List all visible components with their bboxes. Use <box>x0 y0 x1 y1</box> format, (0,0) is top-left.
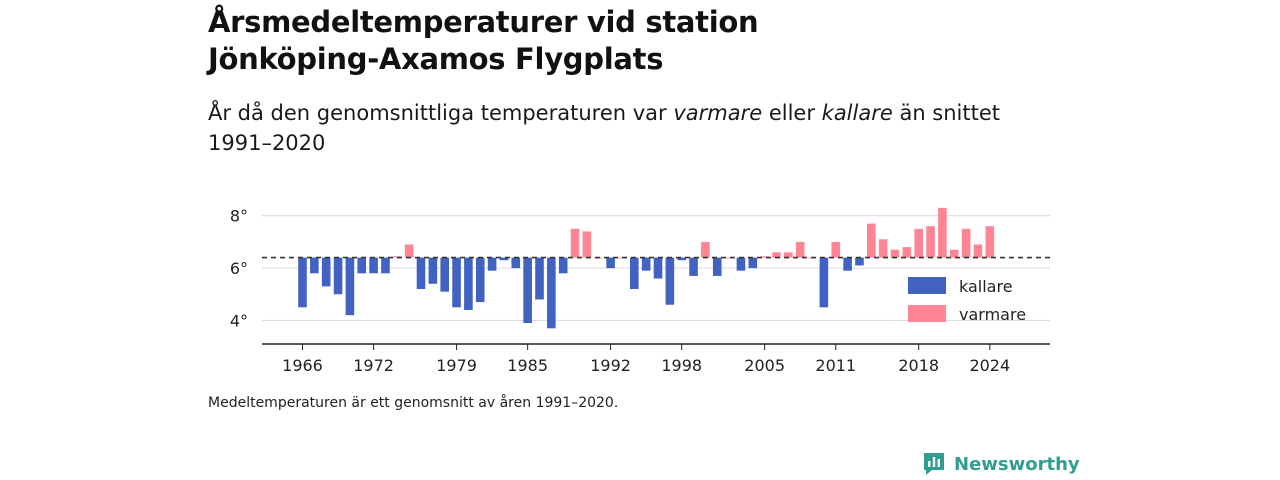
x-tick-label: 2018 <box>898 356 939 375</box>
x-tick-label: 2005 <box>744 356 785 375</box>
bar-1990 <box>582 231 592 258</box>
bar-2005 <box>760 256 769 258</box>
x-tick-label: 2024 <box>969 356 1010 375</box>
x-tick-label: 1998 <box>661 356 702 375</box>
bar-2021 <box>949 249 959 258</box>
bar-2000 <box>701 241 710 258</box>
bar-1994 <box>630 257 639 290</box>
bar-2011 <box>831 241 841 258</box>
x-tick-label: 1966 <box>282 356 323 375</box>
chart-title: Årsmedeltemperaturer vid station Jönköpi… <box>208 4 908 78</box>
bar-1972 <box>369 257 378 274</box>
chart-subtitle: År då den genomsnittliga temperaturen va… <box>208 98 1028 158</box>
subtitle-text-2: eller <box>762 101 822 125</box>
bar-1977 <box>428 257 438 284</box>
bar-1978 <box>440 257 449 292</box>
bar-1999 <box>689 257 698 276</box>
bar-1966 <box>298 257 307 308</box>
legend-swatch-warmer <box>908 305 946 322</box>
bar-2012 <box>843 257 852 271</box>
legend-swatch-colder <box>908 277 946 294</box>
bar-2022 <box>961 228 971 258</box>
bar-1992 <box>606 257 615 269</box>
bar-1979 <box>452 257 461 308</box>
bar-1982 <box>487 257 497 271</box>
bar-1998 <box>677 257 686 261</box>
x-tick-label: 1985 <box>507 356 548 375</box>
y-tick-label: 8° <box>230 207 248 226</box>
bar-1985 <box>523 257 532 324</box>
bar-1988 <box>558 257 568 274</box>
x-tick-label: 2011 <box>815 356 856 375</box>
bar-1997 <box>665 257 675 305</box>
x-tick-label: 1992 <box>590 356 631 375</box>
bar-2008 <box>795 241 805 258</box>
bar-2018 <box>914 228 923 258</box>
chart-title-line-2: Jönköping-Axamos Flygplats <box>208 42 664 76</box>
bar-2010 <box>819 257 829 308</box>
brand-logo: Newsworthy <box>922 450 1080 478</box>
bar-1984 <box>511 257 521 269</box>
x-tick-label: 1979 <box>436 356 477 375</box>
legend-label-colder: kallare <box>959 277 1013 296</box>
bar-1973 <box>381 257 390 274</box>
bar-1967 <box>310 257 319 274</box>
bar-2015 <box>878 239 888 258</box>
bar-1980 <box>464 257 473 310</box>
bar-2006 <box>772 252 781 258</box>
bar-1981 <box>475 257 485 303</box>
bar-1986 <box>535 257 544 300</box>
bar-1975 <box>404 244 414 258</box>
bar-2023 <box>973 244 983 258</box>
bar-1995 <box>641 257 651 271</box>
bar-2024 <box>985 226 995 258</box>
subtitle-emphasis-warmer: varmare <box>673 101 763 125</box>
y-tick-label: 4° <box>230 311 248 330</box>
subtitle-text-3: än snittet 1991–2020 <box>208 101 1001 155</box>
bar-1976 <box>416 257 426 290</box>
bar-1987 <box>547 257 556 329</box>
bar-2014 <box>867 223 876 258</box>
subtitle-text-1: År då den genomsnittliga temperaturen va… <box>208 101 674 125</box>
bar-1970 <box>345 257 355 316</box>
bar-1996 <box>653 257 663 279</box>
bar-2003 <box>736 257 746 271</box>
chart-footnote: Medeltemperaturen är ett genomsnitt av å… <box>208 395 619 411</box>
bar-2001 <box>712 257 722 276</box>
newsworthy-logo-icon <box>924 453 944 475</box>
bar-2007 <box>784 252 793 258</box>
legend-label-warmer: varmare <box>959 305 1026 324</box>
y-tick-label: 6° <box>230 259 248 278</box>
bar-2004 <box>748 257 758 269</box>
bar-2019 <box>926 226 935 258</box>
chart-title-line-1: Årsmedeltemperaturer vid station <box>208 5 759 39</box>
bar-1989 <box>570 228 580 258</box>
brand-name: Newsworthy <box>954 453 1080 475</box>
bar-2013 <box>855 257 864 266</box>
bar-2002 <box>724 257 734 259</box>
bar-2017 <box>902 247 912 258</box>
bar-1969 <box>333 257 343 295</box>
bar-2020 <box>938 207 947 258</box>
bar-1983 <box>499 257 509 261</box>
bar-1968 <box>321 257 331 287</box>
bar-2016 <box>890 249 900 258</box>
x-tick-label: 1972 <box>353 356 394 375</box>
subtitle-emphasis-colder: kallare <box>821 101 893 125</box>
bar-1971 <box>357 257 367 274</box>
